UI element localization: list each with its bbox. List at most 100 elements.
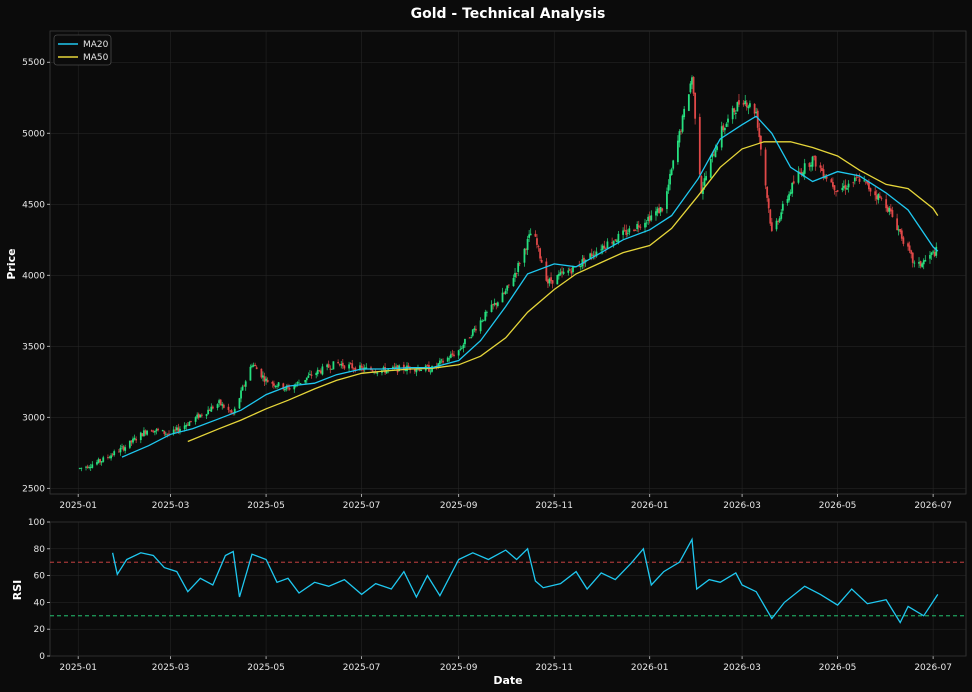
candle-body	[910, 250, 913, 254]
candle-body	[459, 349, 462, 350]
candle-body	[601, 245, 604, 250]
candle-body	[475, 328, 477, 331]
candle-body	[177, 427, 180, 432]
price-x-tick-label: 2025-01	[59, 501, 97, 511]
candle-body	[853, 177, 856, 182]
candle-body	[490, 304, 493, 312]
candle-body	[161, 430, 164, 432]
candle-body	[210, 406, 213, 412]
candle-body	[592, 255, 595, 257]
candle-body	[371, 370, 374, 372]
candle-body	[819, 165, 822, 168]
candle-body	[656, 208, 659, 213]
candle-body	[847, 183, 850, 188]
candle-body	[130, 440, 133, 443]
candle-body	[99, 459, 102, 463]
candle-body	[749, 103, 751, 107]
candle-body	[460, 348, 463, 349]
candle-body	[102, 457, 105, 462]
rsi-x-tick-label: 2025-05	[247, 663, 285, 673]
candle-body	[709, 159, 712, 178]
candle-body	[252, 365, 255, 367]
candle-body	[86, 466, 89, 469]
candle-body	[523, 248, 526, 263]
candle-body	[254, 364, 257, 367]
candle-body	[348, 364, 350, 369]
candle-body	[338, 363, 341, 365]
candle-body	[110, 455, 112, 459]
candle-body	[157, 428, 159, 431]
candle-body	[251, 365, 253, 367]
candle-body	[733, 108, 736, 113]
candle-body	[913, 262, 916, 264]
candle-body	[453, 354, 455, 357]
candle-body	[604, 248, 607, 250]
candle-body	[518, 263, 521, 264]
candle-body	[705, 176, 707, 180]
candle-body	[846, 188, 848, 190]
candle-body	[603, 245, 606, 249]
candle-body	[122, 446, 125, 451]
candle-body	[589, 253, 592, 259]
candle-body	[769, 209, 772, 224]
candle-body	[841, 187, 844, 191]
candle-body	[97, 459, 100, 463]
candle-body	[766, 186, 769, 198]
candle-body	[778, 218, 781, 222]
price-x-tick-label: 2026-01	[631, 501, 669, 511]
candle-body	[493, 303, 496, 305]
candle-body	[637, 225, 640, 228]
candle-body	[570, 270, 573, 274]
candle-body	[448, 358, 451, 360]
rsi-y-tick-label: 40	[34, 598, 46, 608]
candle-body	[517, 262, 520, 273]
candle-body	[168, 433, 170, 435]
candle-body	[874, 191, 877, 196]
candle-body	[648, 215, 651, 222]
candle-body	[866, 180, 869, 184]
candle-body	[143, 430, 145, 437]
candle-body	[332, 361, 335, 370]
candle-body	[842, 186, 845, 188]
candle-body	[700, 176, 703, 193]
candle-body	[150, 430, 153, 432]
candle-body	[736, 102, 739, 112]
candle-body	[836, 190, 839, 192]
candle-body	[888, 208, 891, 212]
candle-body	[216, 404, 219, 408]
candle-body	[922, 260, 925, 265]
candle-body	[919, 261, 922, 267]
price-y-tick-label: 3500	[22, 342, 45, 352]
candle-body	[929, 255, 931, 259]
candle-body	[351, 363, 354, 369]
candle-body	[540, 259, 543, 263]
candle-body	[141, 433, 144, 437]
candle-body	[271, 381, 274, 384]
candle-body	[636, 224, 639, 229]
rsi-x-tick-label: 2026-05	[819, 663, 857, 673]
candle-body	[262, 375, 264, 378]
candle-body	[207, 409, 210, 415]
price-x-tick-label: 2026-03	[723, 501, 761, 511]
candle-body	[327, 364, 330, 368]
candle-body	[781, 203, 784, 211]
candle-body	[438, 360, 441, 364]
candle-body	[756, 110, 759, 128]
candle-body	[349, 363, 352, 364]
candle-body	[429, 371, 432, 373]
candle-body	[504, 291, 507, 294]
ma50-line	[187, 141, 939, 443]
candle-body	[384, 367, 386, 373]
candle-body	[304, 379, 307, 383]
candle-body	[791, 182, 794, 194]
candle-body	[88, 467, 91, 468]
rsi-x-tick-label: 2025-01	[59, 663, 97, 673]
candle-body	[354, 367, 357, 372]
candle-body	[359, 365, 361, 371]
candle-body	[811, 156, 814, 167]
candle-body	[309, 374, 311, 375]
candle-body	[667, 184, 670, 191]
candle-body	[803, 163, 806, 174]
price-y-tick-label: 2500	[22, 484, 45, 494]
candle-body	[196, 414, 199, 418]
